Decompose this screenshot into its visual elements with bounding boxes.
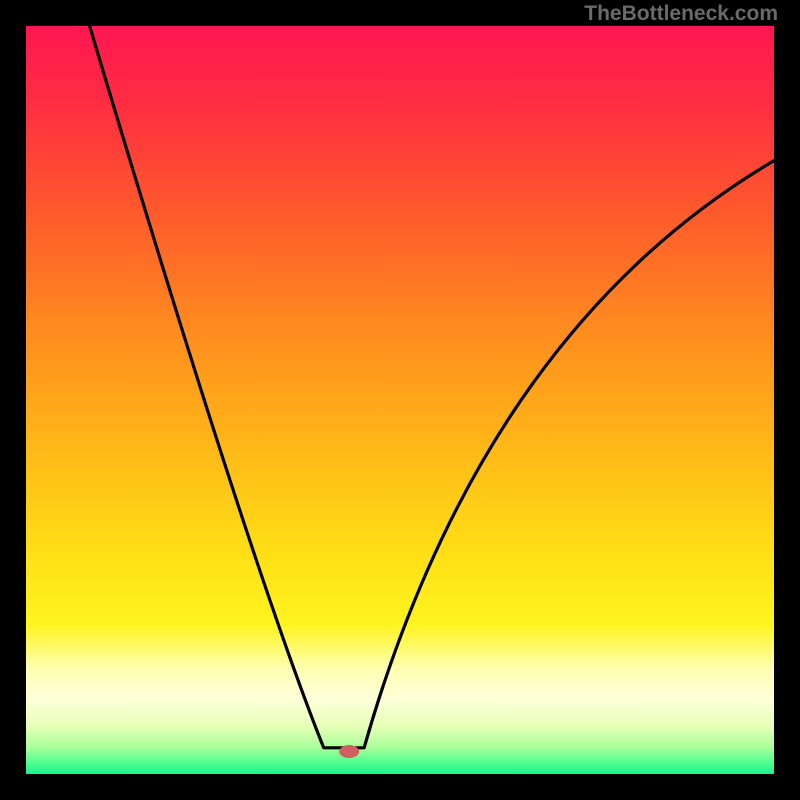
- watermark-text: TheBottleneck.com: [584, 2, 778, 26]
- plot-frame: [26, 26, 774, 774]
- gradient-background: [26, 26, 774, 774]
- chart-container: TheBottleneck.com: [0, 0, 800, 800]
